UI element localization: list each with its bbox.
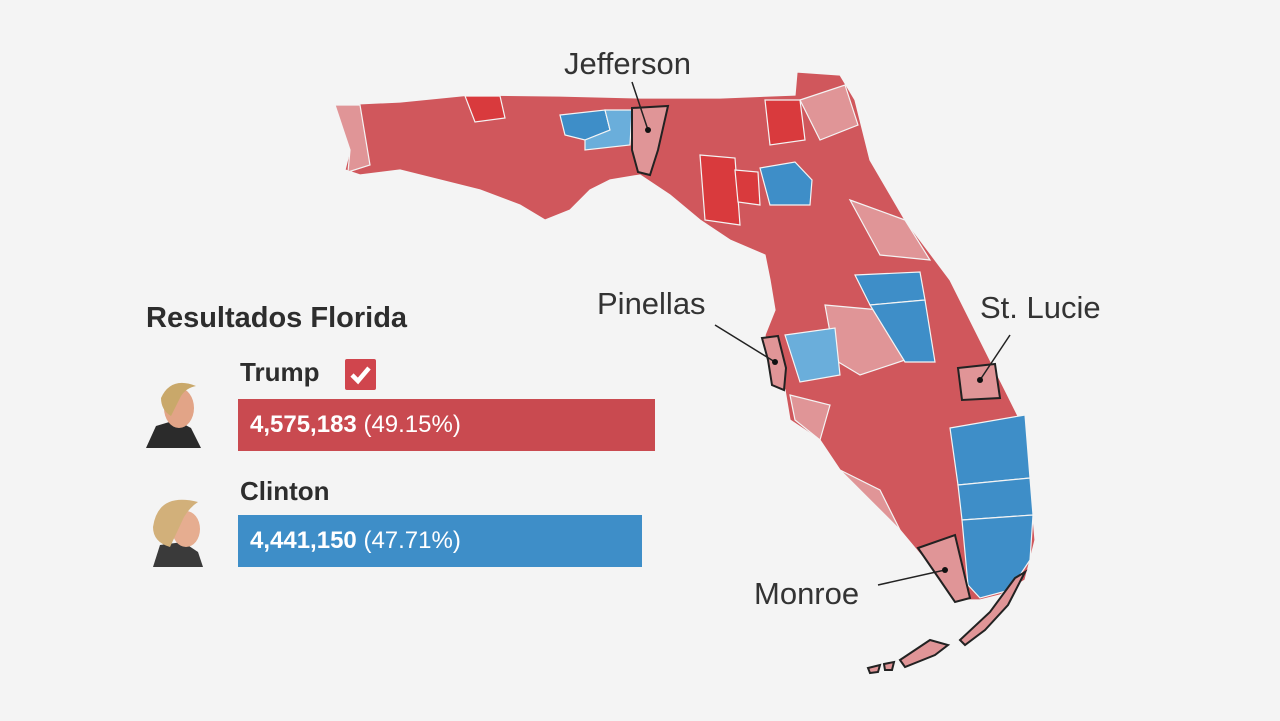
county-blue-osceola: [868, 299, 936, 363]
winner-check-icon: [345, 359, 376, 390]
marker-dot: [772, 359, 778, 365]
leader-line-pinellas: [714, 324, 776, 363]
county-light-blue-hillsborough: [784, 327, 841, 383]
county-strong-red: [764, 99, 806, 146]
leader-line-monroe: [877, 569, 946, 586]
clinton-vote-bar: 4,441,150 (47.71%): [238, 515, 642, 567]
label-monroe: Monroe: [754, 576, 860, 611]
county-blue-miami-dade: [961, 514, 1034, 599]
county-blue-palm-beach: [949, 414, 1031, 486]
county-light-red-coast: [848, 198, 932, 261]
candidate-name-trump: Trump: [240, 357, 320, 387]
county-blue-broward: [957, 477, 1034, 521]
trump-vote-bar: 4,575,183 (49.15%): [238, 399, 655, 451]
leader-line-jefferson: [631, 81, 649, 131]
marker-dot: [942, 567, 948, 573]
results-title: Resultados Florida: [146, 302, 408, 334]
marker-dot: [645, 127, 651, 133]
florida-keys-outline: [866, 663, 882, 675]
label-jefferson: Jefferson: [564, 46, 691, 81]
florida-keys-outline: [882, 660, 896, 671]
clinton-photo: [153, 499, 203, 567]
county-strong-red: [699, 154, 741, 226]
trump-votes: 4,575,183: [250, 411, 357, 438]
florida-keys-outline: [958, 569, 1028, 647]
trump-percent: (49.15%): [363, 411, 461, 438]
clinton-percent: (47.71%): [363, 527, 461, 554]
label-pinellas: Pinellas: [597, 286, 706, 321]
county-light-red-ne: [799, 84, 859, 141]
trump-photo: [146, 382, 201, 448]
county-jefferson-outline[interactable]: [631, 104, 670, 177]
county-light-red-sw: [789, 394, 831, 442]
county-strong-red: [464, 95, 506, 123]
candidate-name-clinton: Clinton: [240, 476, 330, 506]
florida-keys-outline: [898, 638, 951, 669]
marker-dot: [977, 377, 983, 383]
label-st-lucie: St. Lucie: [980, 290, 1101, 325]
county-blue-alachua: [759, 161, 813, 206]
clinton-votes: 4,441,150: [250, 527, 357, 554]
county-light-red-sw2: [839, 469, 901, 531]
leader-line-st-lucie: [979, 334, 1011, 381]
county-light-red-panhandle: [334, 104, 371, 173]
county-strong-red: [734, 169, 761, 206]
